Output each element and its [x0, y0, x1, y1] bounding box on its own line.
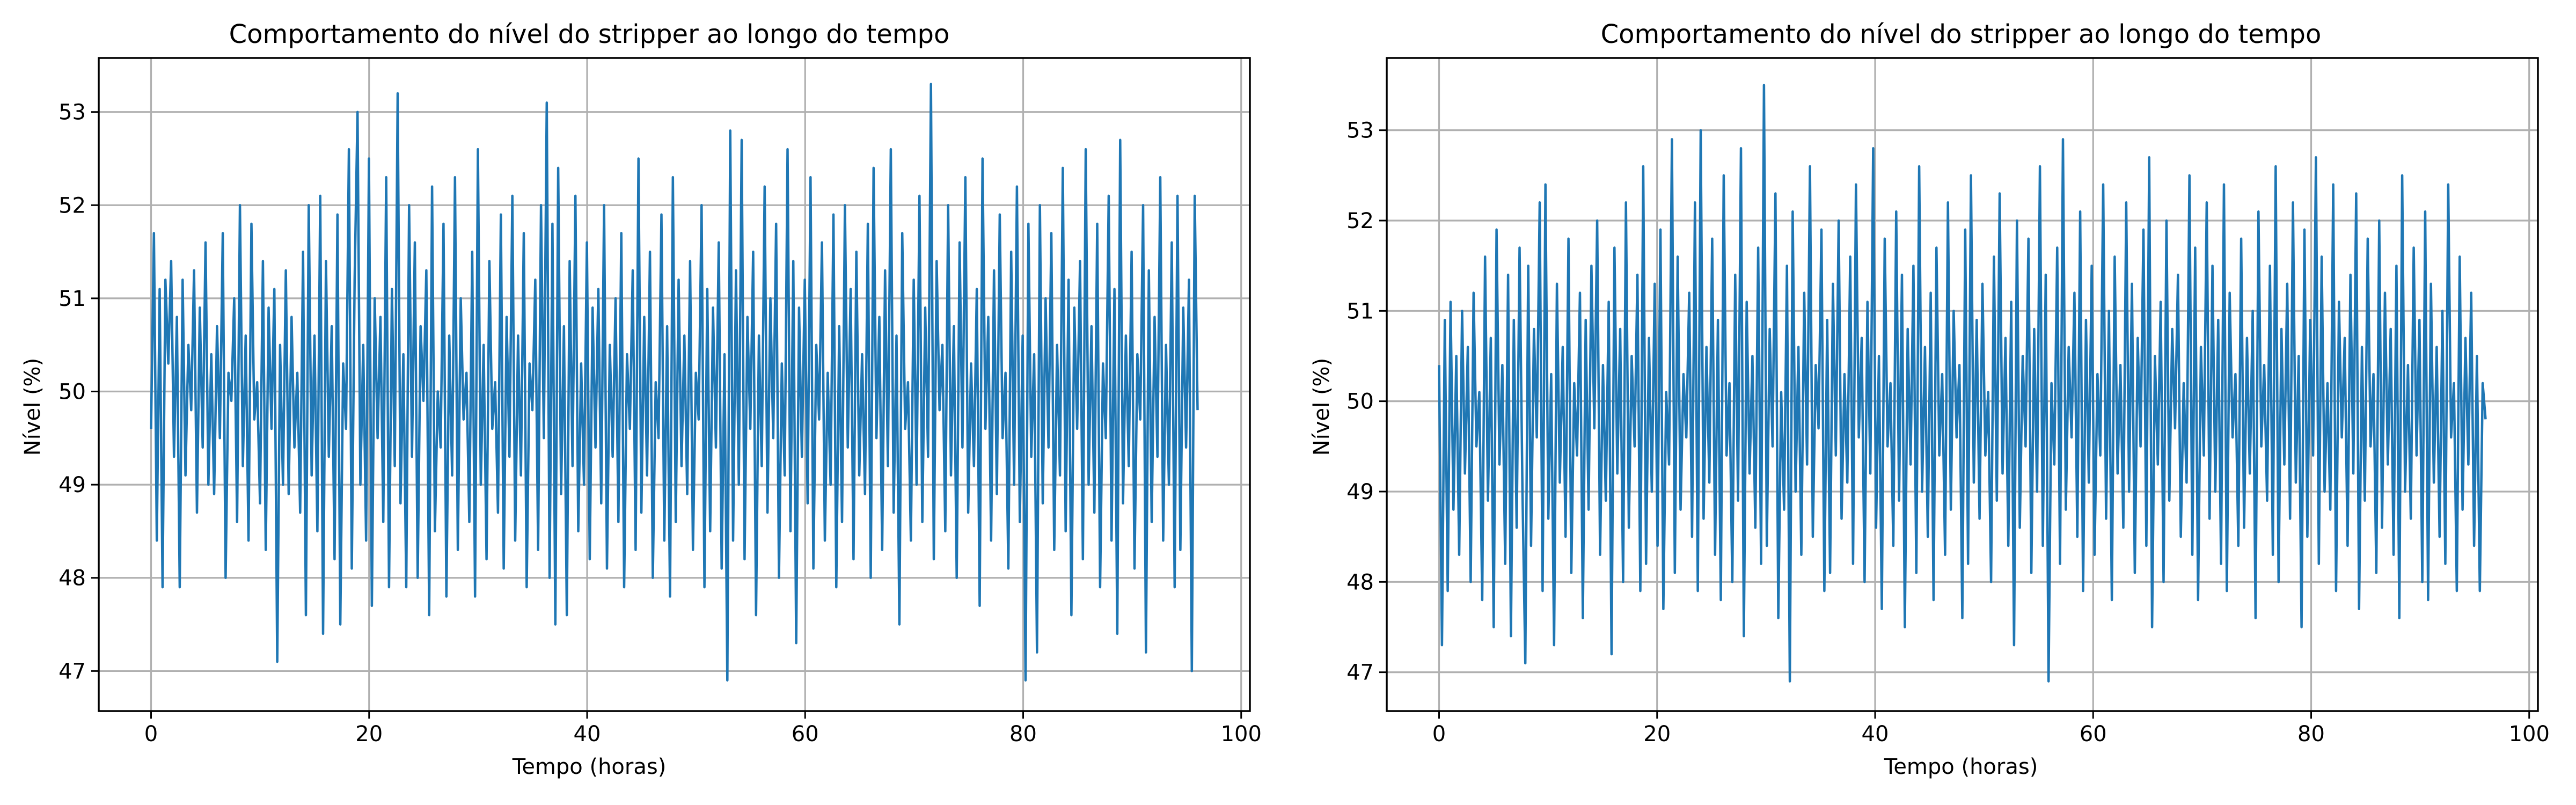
y-tick-label: 52: [1346, 209, 1374, 233]
x-axis-label: Tempo (horas): [512, 755, 667, 779]
series-line-0: [150, 83, 1199, 682]
y-tick-label: 50: [58, 380, 86, 405]
axes-frame: [1386, 57, 2539, 712]
x-tick-label: 20: [355, 722, 383, 747]
y-tick-label: 51: [58, 287, 86, 311]
y-tick-label: 49: [58, 473, 86, 497]
chart-left: Comportamento do nível do stripper ao lo…: [20, 19, 1262, 779]
x-tick-label: 60: [2080, 722, 2107, 747]
chart-title: Comportamento do nível do stripper ao lo…: [1601, 19, 2322, 49]
series-layer: [150, 83, 1199, 682]
y-axis-label: Nível (%): [20, 358, 45, 456]
x-tick-label: 40: [574, 722, 601, 747]
x-tick-label: 80: [1009, 722, 1037, 747]
y-axis-label: Nível (%): [1309, 358, 1334, 456]
x-tick-label: 0: [1432, 722, 1446, 747]
y-tick-label: 49: [1346, 480, 1374, 504]
series-line-0: [1438, 84, 2487, 683]
x-tick-label: 20: [1643, 722, 1671, 747]
y-tick-label: 53: [58, 100, 86, 125]
y-tick-label: 48: [58, 566, 86, 591]
ticks: 0 20 40 60 80 100 47 48 49 50 51 52 53: [1346, 119, 2550, 747]
chart-title: Comportamento do nível do stripper ao lo…: [229, 19, 950, 49]
y-tick-label: 50: [1346, 390, 1374, 414]
axes-frame: [98, 57, 1251, 712]
x-tick-label: 100: [1221, 722, 1262, 747]
x-axis-label: Tempo (horas): [1884, 755, 2038, 779]
x-tick-label: 0: [144, 722, 158, 747]
chart-right: Comportamento do nível do stripper ao lo…: [1309, 19, 2550, 779]
x-tick-label: 60: [792, 722, 819, 747]
y-tick-label: 52: [58, 193, 86, 218]
x-tick-label: 80: [2297, 722, 2325, 747]
y-tick-label: 47: [1346, 661, 1374, 685]
y-tick-label: 47: [58, 659, 86, 684]
y-tick-label: 48: [1346, 570, 1374, 595]
y-tick-label: 51: [1346, 299, 1374, 324]
x-tick-label: 100: [2509, 722, 2550, 747]
ticks: 0 20 40 60 80 100 47 48 49 50 51 52 53: [58, 100, 1262, 747]
y-tick-label: 53: [1346, 119, 1374, 143]
x-tick-label: 40: [1862, 722, 1889, 747]
series-layer: [1438, 84, 2487, 683]
